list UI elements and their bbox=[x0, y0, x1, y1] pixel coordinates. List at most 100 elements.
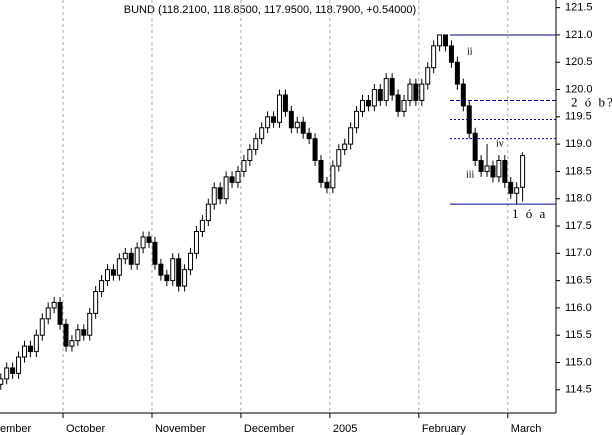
candle-body bbox=[105, 269, 111, 282]
candle-body bbox=[253, 138, 259, 151]
candle-body bbox=[425, 67, 431, 85]
y-tick-label: 115.5 bbox=[565, 329, 592, 341]
x-tick-label: March bbox=[511, 423, 542, 435]
candle-body bbox=[448, 45, 454, 63]
y-tick-label: 116.5 bbox=[565, 275, 592, 287]
x-tick-label: February bbox=[422, 423, 467, 435]
candle-body bbox=[188, 252, 194, 271]
candle-body bbox=[217, 187, 223, 200]
candle-body bbox=[110, 269, 116, 276]
wave-label: i bbox=[456, 80, 459, 91]
candle-body bbox=[306, 132, 312, 140]
candle-body bbox=[294, 121, 300, 129]
candle-body bbox=[460, 83, 466, 107]
candle-body bbox=[75, 329, 81, 342]
candle-body bbox=[134, 247, 140, 265]
candle-body bbox=[508, 181, 514, 194]
candle-body bbox=[271, 116, 277, 123]
y-tick-label: 119.5 bbox=[565, 111, 592, 123]
candle-body bbox=[431, 45, 437, 69]
candle-body bbox=[259, 127, 265, 140]
candle-body bbox=[4, 367, 10, 380]
candle-body bbox=[229, 176, 235, 183]
y-tick-label: 114.5 bbox=[565, 384, 592, 396]
candle-body bbox=[16, 356, 22, 374]
candle-body bbox=[69, 340, 75, 347]
wave-label: ii bbox=[467, 46, 473, 57]
candle-body bbox=[223, 176, 229, 200]
candle-body bbox=[502, 160, 508, 183]
candle-body bbox=[377, 89, 383, 101]
candle-body bbox=[81, 329, 87, 336]
candle-body bbox=[63, 323, 69, 347]
x-tick-label: November bbox=[155, 423, 206, 435]
candle-body bbox=[443, 34, 449, 47]
candle-body bbox=[336, 149, 342, 167]
candle-body bbox=[182, 269, 188, 287]
candle-body bbox=[354, 110, 360, 129]
candle-body bbox=[146, 236, 152, 243]
candle-body bbox=[152, 241, 158, 265]
wave-label: iv bbox=[496, 138, 504, 149]
candle-body bbox=[170, 258, 176, 282]
candle-body bbox=[211, 187, 217, 205]
candle-body bbox=[39, 318, 45, 336]
candle-body bbox=[21, 345, 27, 358]
candle-body bbox=[27, 345, 33, 353]
candle-body bbox=[288, 110, 294, 129]
x-tick-label: 2005 bbox=[333, 423, 357, 435]
wave-label: iii bbox=[466, 169, 475, 180]
level-label: 2 ó b? bbox=[571, 94, 612, 109]
candle-body bbox=[383, 78, 389, 101]
candle-body bbox=[122, 252, 128, 260]
candle-body bbox=[407, 83, 413, 101]
candle-body bbox=[193, 230, 199, 254]
level-label: 1 ó a bbox=[512, 206, 547, 221]
candle-body bbox=[10, 367, 16, 374]
candle-body bbox=[205, 203, 211, 222]
y-tick-label: 121.0 bbox=[565, 29, 593, 41]
candle-body bbox=[45, 307, 51, 320]
candle-body bbox=[484, 165, 490, 172]
candle-body bbox=[164, 274, 170, 282]
candle-body bbox=[371, 89, 377, 107]
candle-body bbox=[176, 258, 182, 287]
candle-body bbox=[276, 94, 282, 123]
candle-body bbox=[496, 160, 502, 178]
candle-body bbox=[520, 155, 526, 188]
candle-body bbox=[0, 378, 4, 385]
candle-body bbox=[389, 78, 395, 96]
candle-body bbox=[241, 160, 247, 172]
candle-body bbox=[33, 334, 39, 353]
candle-body bbox=[199, 220, 205, 232]
candle-body bbox=[312, 138, 318, 162]
candle-body bbox=[51, 301, 57, 309]
candle-body bbox=[116, 258, 122, 276]
chart-title: BUND (118.2100, 118.8500, 117.9500, 118.… bbox=[124, 4, 416, 16]
x-tick-label: October bbox=[66, 423, 105, 435]
candle-body bbox=[419, 83, 425, 101]
candle-body bbox=[128, 252, 134, 265]
candle-body bbox=[514, 187, 520, 194]
candle-body bbox=[300, 121, 306, 134]
candle-body bbox=[99, 280, 105, 293]
candle-body bbox=[235, 170, 241, 183]
candle-body bbox=[318, 160, 324, 183]
candle-body bbox=[282, 94, 288, 112]
x-tick-label: ember bbox=[0, 423, 32, 435]
candle-body bbox=[342, 143, 348, 151]
y-tick-label: 116.0 bbox=[565, 302, 592, 314]
candle-body bbox=[360, 99, 365, 112]
candle-body bbox=[348, 127, 354, 145]
candle-body bbox=[413, 83, 419, 101]
candle-body bbox=[247, 149, 253, 162]
y-tick-label: 117.0 bbox=[565, 247, 592, 259]
candle-body bbox=[478, 160, 484, 172]
candle-body bbox=[265, 116, 271, 129]
candle-body bbox=[472, 132, 478, 162]
y-tick-label: 119.0 bbox=[565, 138, 592, 150]
x-tick-label: December bbox=[244, 423, 295, 435]
candle-body bbox=[93, 291, 99, 314]
candle-body bbox=[365, 99, 371, 107]
